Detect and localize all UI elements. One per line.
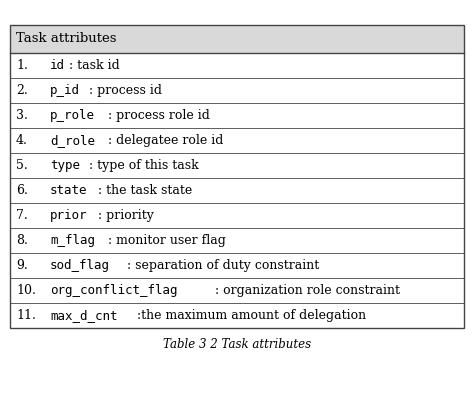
Bar [10, 25, 464, 53]
Text: 7.: 7. [16, 209, 28, 222]
Text: : task id: : task id [69, 59, 120, 72]
Bar [10, 178, 464, 203]
Text: : type of this task: : type of this task [89, 159, 199, 172]
Text: :the maximum amount of delegation: :the maximum amount of delegation [137, 309, 366, 322]
Bar [10, 25, 464, 328]
Bar [10, 253, 464, 278]
Text: 5.: 5. [16, 159, 28, 172]
Text: : organization role constraint: : organization role constraint [215, 284, 400, 297]
Bar [10, 103, 464, 128]
Bar [10, 203, 464, 228]
Text: : priority: : priority [99, 209, 154, 222]
Text: : separation of duty constraint: : separation of duty constraint [128, 259, 319, 272]
Bar [10, 53, 464, 78]
Text: 6.: 6. [16, 184, 28, 197]
Text: 1.: 1. [16, 59, 28, 72]
Text: : delegatee role id: : delegatee role id [108, 134, 223, 147]
Text: : process role id: : process role id [108, 109, 210, 122]
Text: 11.: 11. [16, 309, 36, 322]
Text: type: type [50, 159, 80, 172]
Text: id: id [50, 59, 65, 72]
Bar [10, 303, 464, 328]
Text: Task attributes: Task attributes [16, 33, 117, 45]
Text: sod_flag: sod_flag [50, 259, 110, 272]
Text: 9.: 9. [16, 259, 28, 272]
Text: max_d_cnt: max_d_cnt [50, 309, 118, 322]
Text: Table 3 2 Task attributes: Table 3 2 Task attributes [163, 338, 311, 351]
Text: d_role: d_role [50, 134, 95, 147]
Bar [10, 278, 464, 303]
Bar [10, 228, 464, 253]
Text: org_conflict_flag: org_conflict_flag [50, 284, 177, 297]
Text: : the task state: : the task state [99, 184, 192, 197]
Text: 2.: 2. [16, 84, 28, 97]
Text: p_id: p_id [50, 84, 80, 97]
Text: m_flag: m_flag [50, 234, 95, 247]
Text: : process id: : process id [89, 84, 162, 97]
Text: state: state [50, 184, 88, 197]
Text: 4.: 4. [16, 134, 28, 147]
Text: 3.: 3. [16, 109, 28, 122]
Bar [10, 153, 464, 178]
Text: : monitor user flag: : monitor user flag [108, 234, 226, 247]
Bar [10, 128, 464, 153]
Text: 8.: 8. [16, 234, 28, 247]
Text: 10.: 10. [16, 284, 36, 297]
Bar [10, 78, 464, 103]
Text: prior: prior [50, 209, 88, 222]
Text: p_role: p_role [50, 109, 95, 122]
